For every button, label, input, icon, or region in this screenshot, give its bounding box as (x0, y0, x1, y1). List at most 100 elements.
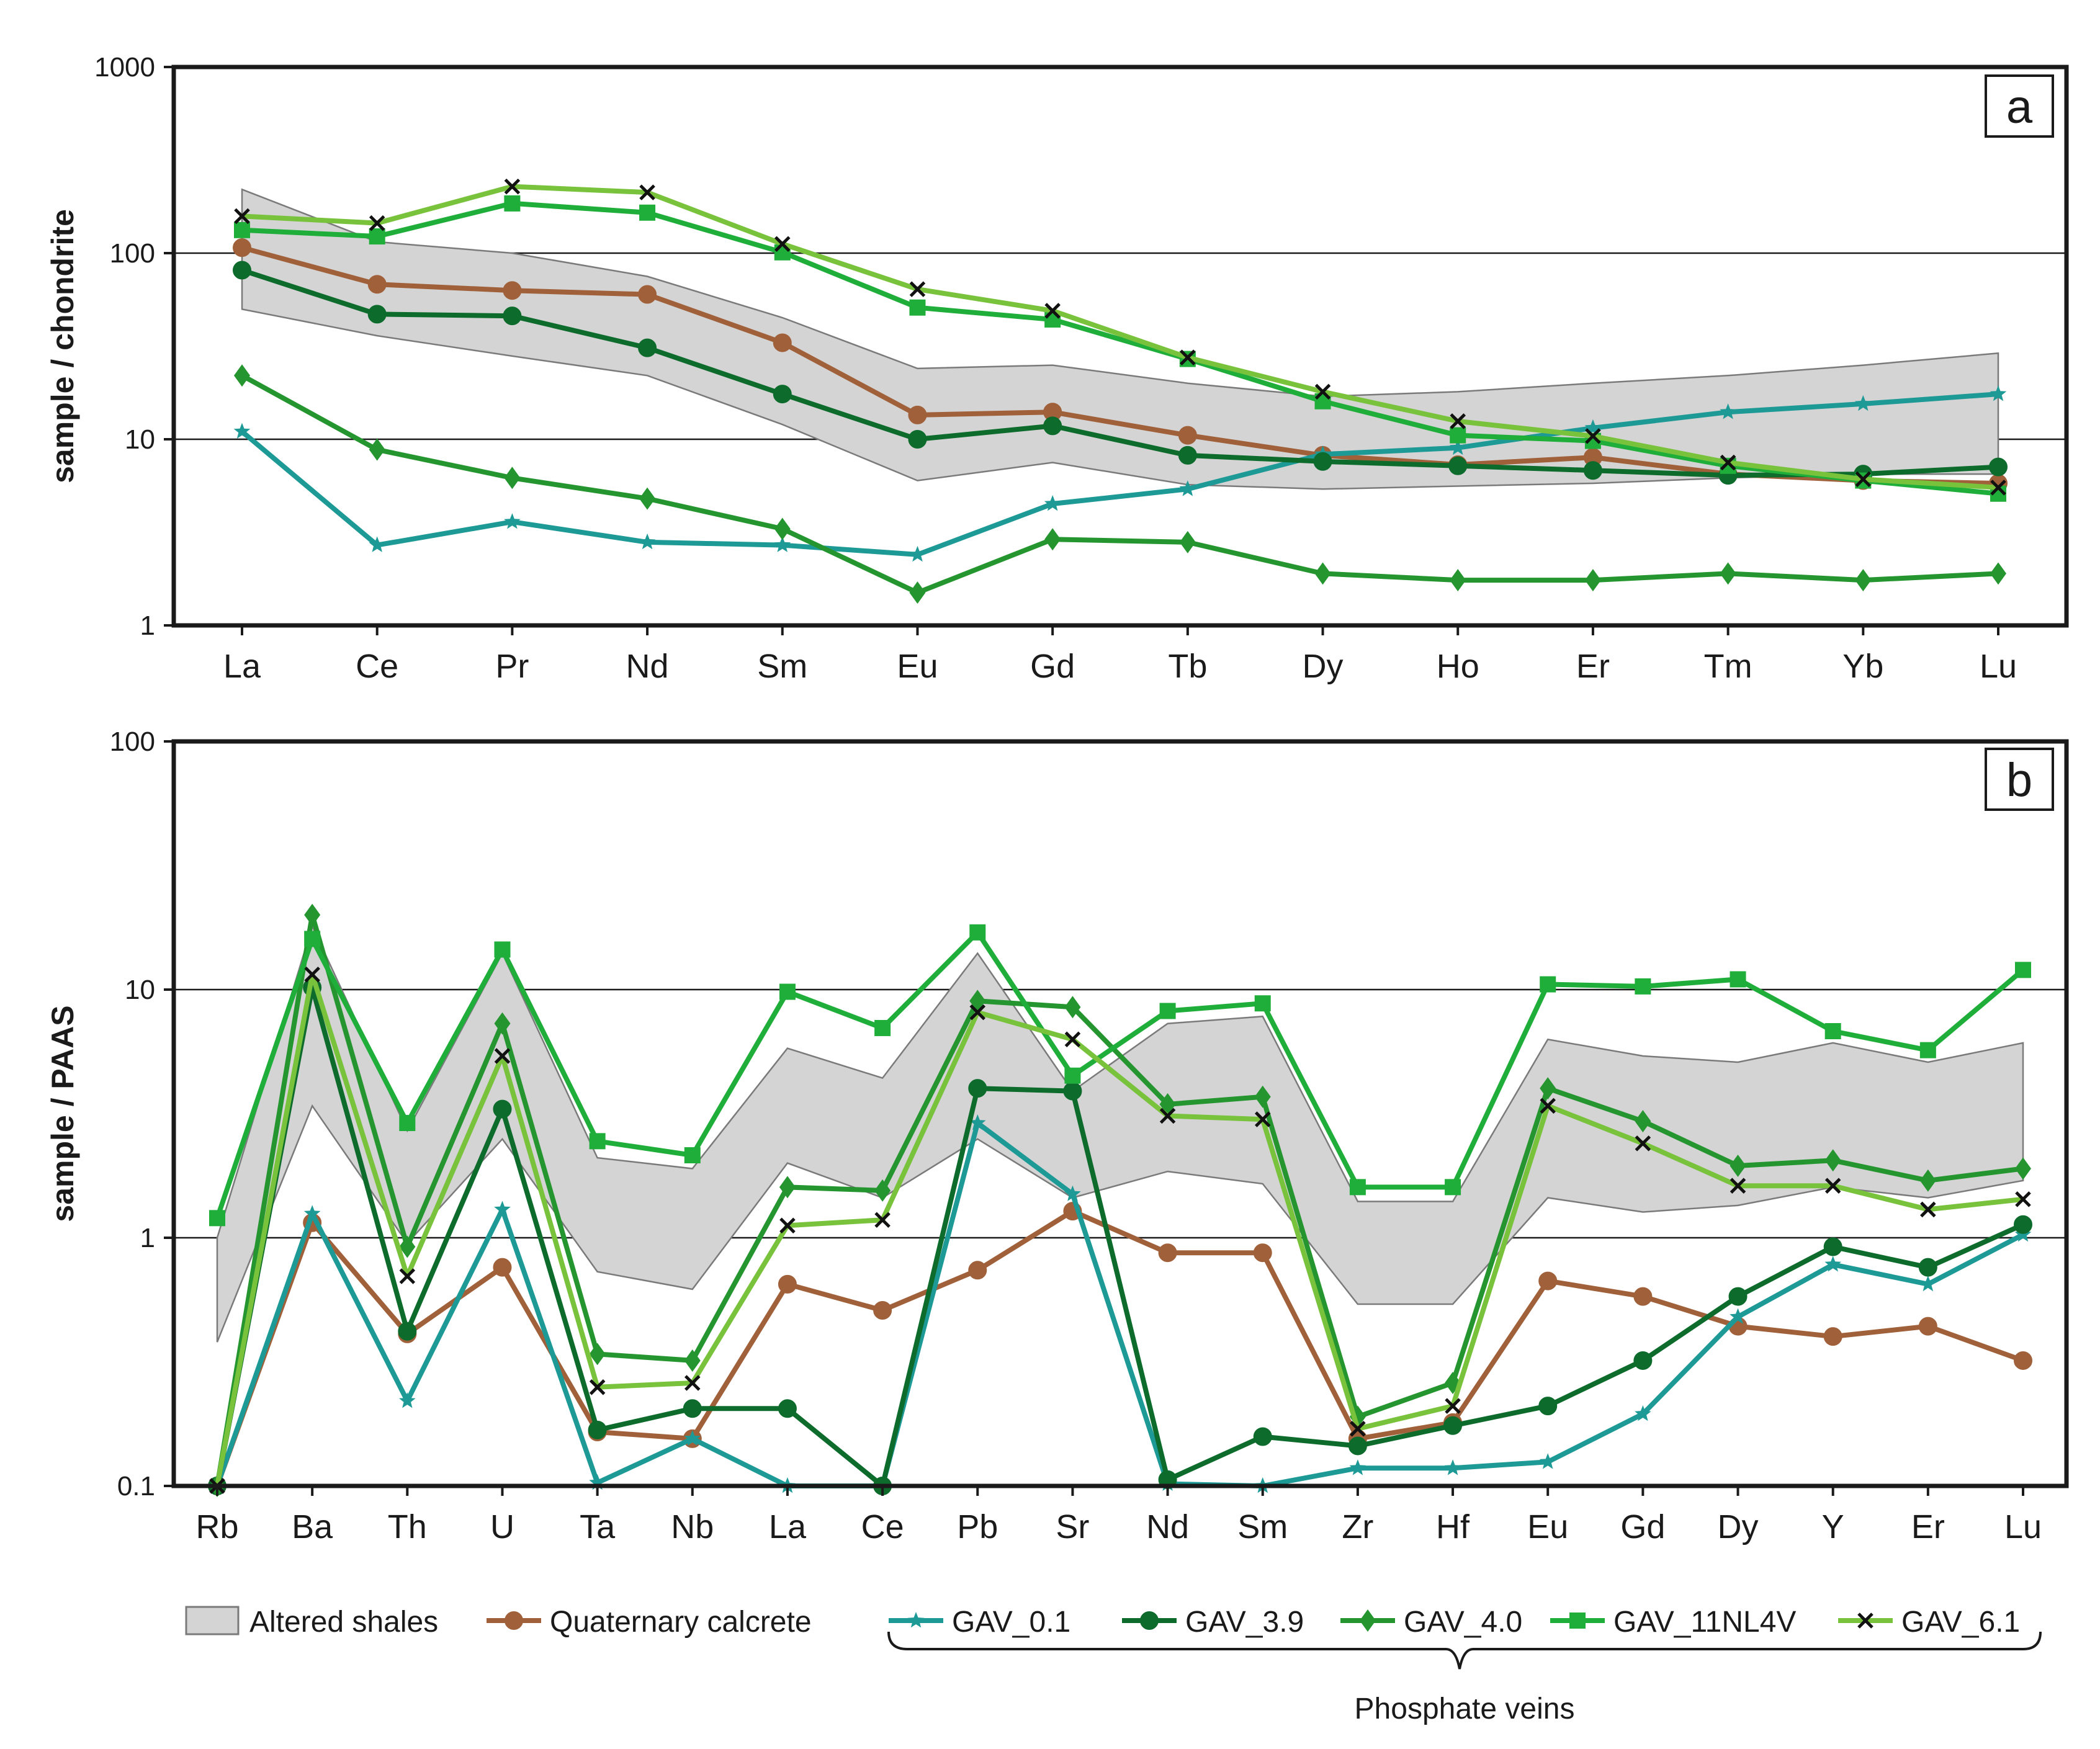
legend-marker-gav-0-1 (907, 1612, 925, 1628)
point-gav-3-9-er (1918, 1258, 1937, 1277)
phosphate-veins-label: Phosphate veins (1355, 1693, 1575, 1725)
series-line-gav-0-1 (240, 391, 2001, 557)
point-gav-11nl4v-u (494, 941, 511, 958)
point-quaternary-calcrete-pb (968, 1261, 987, 1280)
point-gav-11nl4v-ta (589, 1133, 606, 1150)
chart-a-x-ticks: La Ce Pr Nd Sm Eu Gd Tb Dy Ho Er Tm Yb Lu (223, 625, 2017, 685)
point-gav-4-0-yb (1855, 569, 1872, 592)
point-gav-4-0-tb (1179, 530, 1196, 553)
point-gav-6-1-th (399, 1268, 416, 1284)
point-gav-0-1-y (1824, 1256, 1841, 1272)
y-tick-label: 1 (140, 1223, 155, 1253)
point-gav-4-0-er (1919, 1169, 1936, 1192)
point-gav-11nl4v-la (234, 221, 250, 238)
point-gav-0-1-ho (1449, 439, 1466, 455)
point-gav-6-1-ba (304, 966, 320, 983)
chart-b-border (171, 739, 2069, 1488)
point-gav-6-1-pr (504, 178, 521, 195)
point-gav-3-9-lu (2014, 1215, 2032, 1234)
panel-b-letter-box (1985, 748, 2054, 811)
point-gav-11nl4v-sr (1064, 1067, 1081, 1084)
point-gav-0-1-eu (1539, 1453, 1556, 1469)
point-gav-4-0-lu (1990, 562, 2006, 585)
x-tick-label-pr: Pr (495, 648, 529, 685)
chart-b-y-ticks: 0.1 1 10 100 (110, 727, 174, 1501)
point-quaternary-calcrete-la (778, 1274, 797, 1294)
point-gav-4-0-ho (1450, 569, 1466, 592)
point-gav-6-1-lu (2015, 1191, 2031, 1207)
x-tick-label-ce: Ce (356, 648, 398, 685)
x-tick-label-nd: Nd (626, 648, 669, 685)
legend-item-gav-3-9: GAV_3.9 (1122, 1606, 1304, 1639)
point-quaternary-calcrete-tb (1178, 426, 1197, 445)
point-gav-11nl4v-zr (1349, 1179, 1366, 1196)
point-gav-0-1-ta (589, 1474, 606, 1490)
point-gav-3-9-gd (1633, 1351, 1653, 1370)
point-gav-3-9-dy (1313, 452, 1332, 471)
x-tick-label-th: Th (388, 1508, 427, 1545)
point-gav-4-0-la (234, 364, 250, 387)
panel-a-letter-box (1985, 74, 2054, 138)
point-gav-4-0-eu (1540, 1077, 1556, 1100)
point-gav-6-1-ho (1450, 413, 1466, 429)
legend: Altered shales Quaternary calcrete GAV_0… (185, 1606, 2042, 1725)
y-tick-label: 10 (125, 424, 155, 455)
series-line-gav-3-9 (215, 985, 2026, 1488)
series-gav-6-1 (234, 178, 2006, 496)
chart-b-band (216, 924, 2024, 1343)
series-line-gav-4-0 (240, 373, 2001, 596)
series-gav-3-9 (208, 978, 2032, 1495)
point-quaternary-calcrete-er (1918, 1317, 1937, 1336)
legend-item-gav-11nl4v: GAV_11NL4V (1550, 1606, 1796, 1639)
x-tick-label-gd: Gd (1620, 1508, 1665, 1545)
series-line-gav-11nl4v (240, 200, 2001, 496)
x-tick-label-er: Er (1911, 1508, 1945, 1545)
series-line-gav-4-0 (215, 912, 2026, 1488)
point-gav-4-0-ba (304, 903, 321, 926)
y-tick-label: 10 (125, 975, 155, 1005)
point-gav-11nl4v-th (399, 1115, 416, 1132)
point-gav-0-1-u (494, 1201, 511, 1217)
point-gav-6-1-zr (1350, 1421, 1366, 1437)
point-gav-11nl4v-ho (1450, 427, 1466, 444)
point-gav-6-1-er (1585, 428, 1601, 444)
x-tick-label-sr: Sr (1056, 1508, 1089, 1545)
legend-item-gav-0-1: GAV_0.1 (889, 1606, 1070, 1639)
point-gav-3-9-sm (1253, 1427, 1272, 1446)
legend-marker-gav-11nl4v (1569, 1613, 1586, 1629)
point-gav-6-1-lu (1990, 480, 2006, 496)
legend-label-gav-0-1: GAV_0.1 (952, 1606, 1070, 1639)
point-gav-3-9-gd (1043, 416, 1062, 436)
point-gav-0-1-zr (1349, 1459, 1366, 1475)
legend-item-gav-4-0: GAV_4.0 (1340, 1606, 1522, 1639)
point-gav-3-9-sm (773, 385, 792, 404)
point-gav-6-1-sr (1064, 1031, 1081, 1048)
y-tick-label: 1 (140, 611, 155, 641)
point-gav-0-1-lu (1990, 385, 2007, 401)
point-gav-3-9-pb (968, 1079, 987, 1098)
point-gav-3-9-lu (1989, 457, 2008, 476)
point-gav-11nl4v-ce (874, 1019, 891, 1036)
x-tick-label-tm: Tm (1704, 648, 1752, 685)
point-gav-6-1-gd (1635, 1135, 1651, 1152)
x-tick-label-tb: Tb (1168, 648, 1207, 685)
point-gav-3-9-la (778, 1399, 797, 1418)
point-gav-6-1-eu (1540, 1098, 1556, 1114)
point-quaternary-calcrete-nd (638, 285, 657, 304)
legend-marker-gav-3-9 (1140, 1611, 1159, 1630)
point-gav-4-0-th (399, 1235, 416, 1258)
series-line-gav-6-1 (215, 972, 2026, 1488)
point-gav-4-0-lu (2015, 1157, 2031, 1180)
phosphate-veins-brace (887, 1631, 2042, 1670)
point-gav-4-0-tm (1720, 562, 1736, 585)
point-gav-3-9-tb (1178, 445, 1197, 465)
point-quaternary-calcrete-ce (873, 1300, 892, 1320)
legend-label-quaternary-calcrete: Quaternary calcrete (550, 1606, 812, 1639)
legend-item-gav-6-1: GAV_6.1 (1838, 1606, 2020, 1639)
x-tick-label-nd: Nd (1146, 1508, 1189, 1545)
point-gav-0-1-ba (303, 1205, 321, 1221)
series-gav-0-1 (233, 385, 2007, 562)
x-tick-label-zr: Zr (1342, 1508, 1373, 1545)
point-gav-11nl4v-nb (684, 1147, 701, 1164)
point-gav-11nl4v-y (1824, 1022, 1841, 1039)
